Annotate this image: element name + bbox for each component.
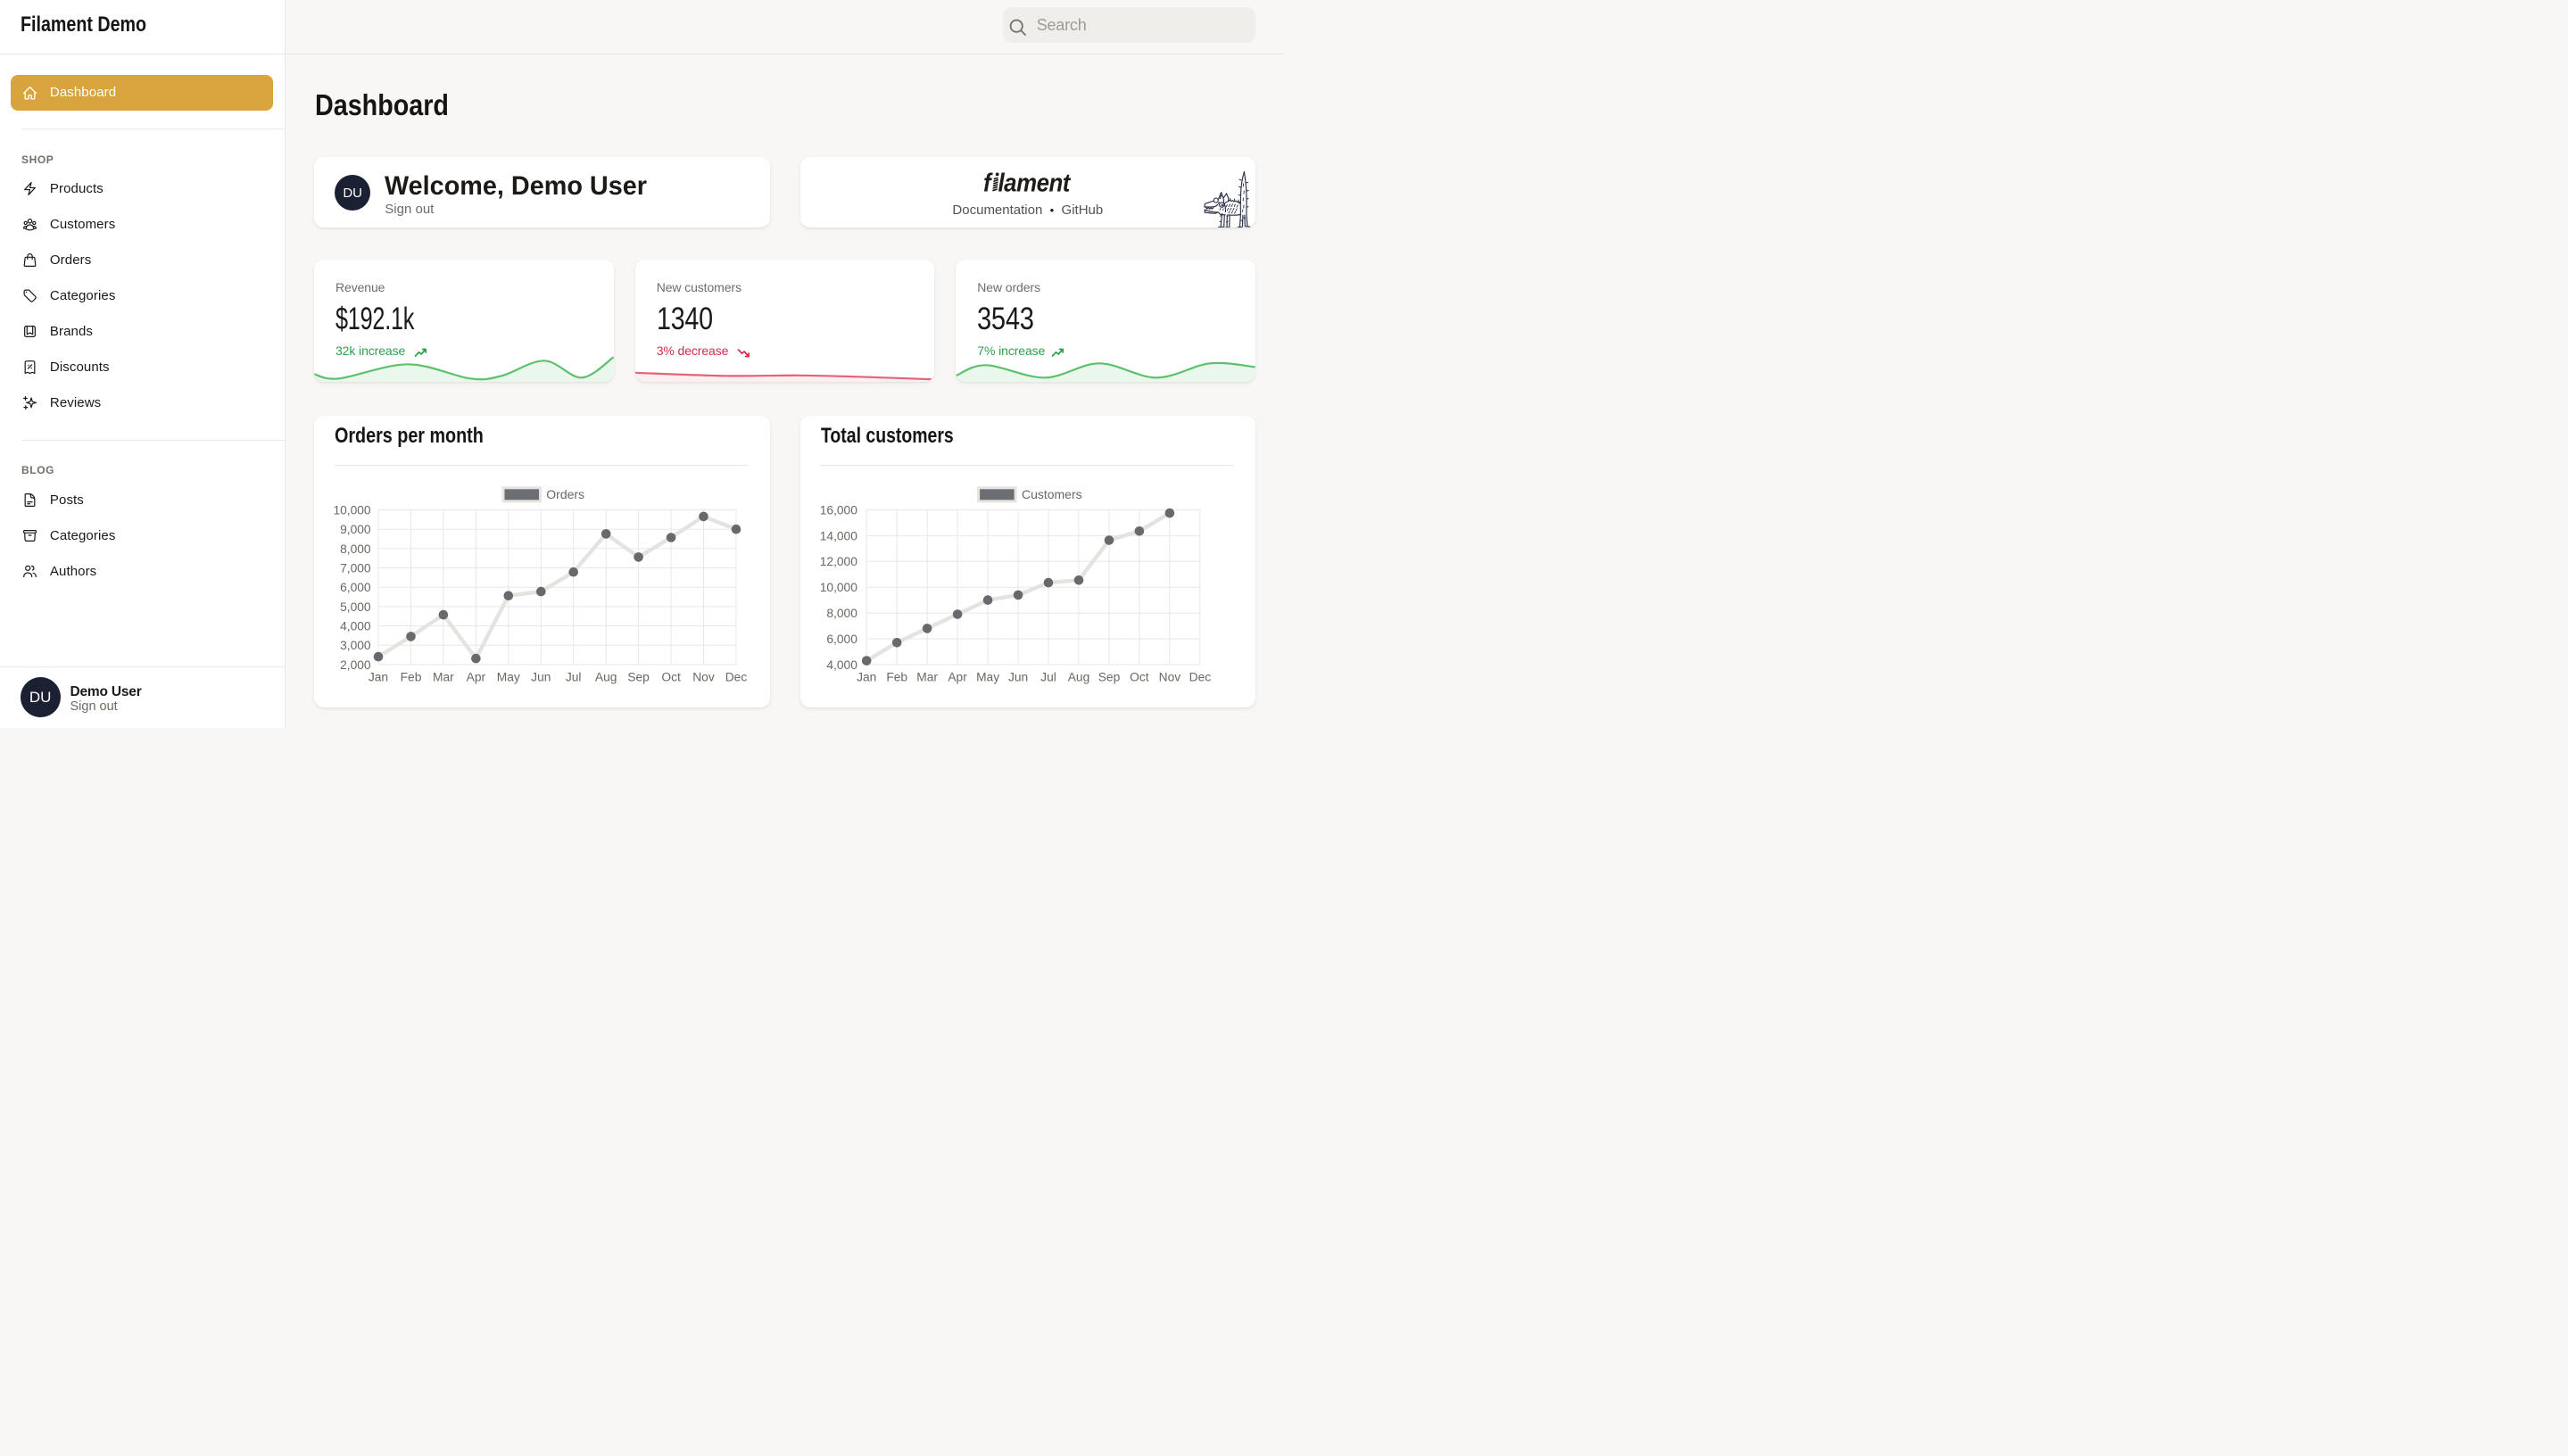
svg-text:Feb: Feb [401, 670, 422, 683]
svg-text:Nov: Nov [692, 670, 715, 683]
svg-text:Jul: Jul [566, 670, 582, 683]
svg-text:8,000: 8,000 [826, 606, 857, 619]
svg-text:6,000: 6,000 [826, 632, 857, 645]
svg-text:4,000: 4,000 [826, 658, 857, 671]
svg-text:Mar: Mar [916, 670, 938, 683]
svg-text:Feb: Feb [886, 670, 907, 683]
svg-text:Dec: Dec [725, 670, 748, 683]
svg-text:Orders: Orders [546, 487, 584, 501]
svg-text:14,000: 14,000 [819, 529, 857, 542]
svg-text:8,000: 8,000 [340, 542, 371, 555]
svg-text:12,000: 12,000 [819, 555, 857, 568]
svg-text:3,000: 3,000 [340, 639, 371, 652]
svg-text:4,000: 4,000 [340, 619, 371, 633]
svg-text:Customers: Customers [1022, 487, 1082, 501]
svg-text:6,000: 6,000 [340, 581, 371, 594]
svg-text:Apr: Apr [467, 670, 486, 683]
svg-text:5,000: 5,000 [340, 600, 371, 613]
svg-text:Jan: Jan [857, 670, 876, 683]
svg-text:Sep: Sep [627, 670, 650, 683]
svg-text:9,000: 9,000 [340, 523, 371, 536]
svg-text:Aug: Aug [595, 670, 617, 683]
svg-text:Nov: Nov [1158, 670, 1180, 683]
svg-text:f: f [983, 170, 993, 197]
svg-text:Oct: Oct [661, 670, 681, 683]
svg-text:Sep: Sep [1098, 670, 1120, 683]
svg-text:May: May [976, 670, 999, 683]
svg-text:10,000: 10,000 [819, 581, 857, 594]
svg-text:Dec: Dec [1189, 670, 1211, 683]
svg-text:lament: lament [998, 170, 1072, 197]
svg-text:16,000: 16,000 [819, 503, 857, 517]
svg-text:Jun: Jun [531, 670, 551, 683]
svg-text:Aug: Aug [1067, 670, 1089, 683]
svg-text:Jul: Jul [1040, 670, 1056, 683]
svg-text:Jan: Jan [369, 670, 388, 683]
svg-text:Apr: Apr [948, 670, 967, 683]
svg-text:Oct: Oct [1130, 670, 1149, 683]
svg-text:10,000: 10,000 [333, 503, 370, 517]
svg-text:7,000: 7,000 [340, 561, 371, 575]
svg-text:Jun: Jun [1008, 670, 1028, 683]
svg-text:May: May [497, 670, 520, 683]
svg-text:Mar: Mar [433, 670, 454, 683]
svg-text:2,000: 2,000 [340, 658, 371, 671]
